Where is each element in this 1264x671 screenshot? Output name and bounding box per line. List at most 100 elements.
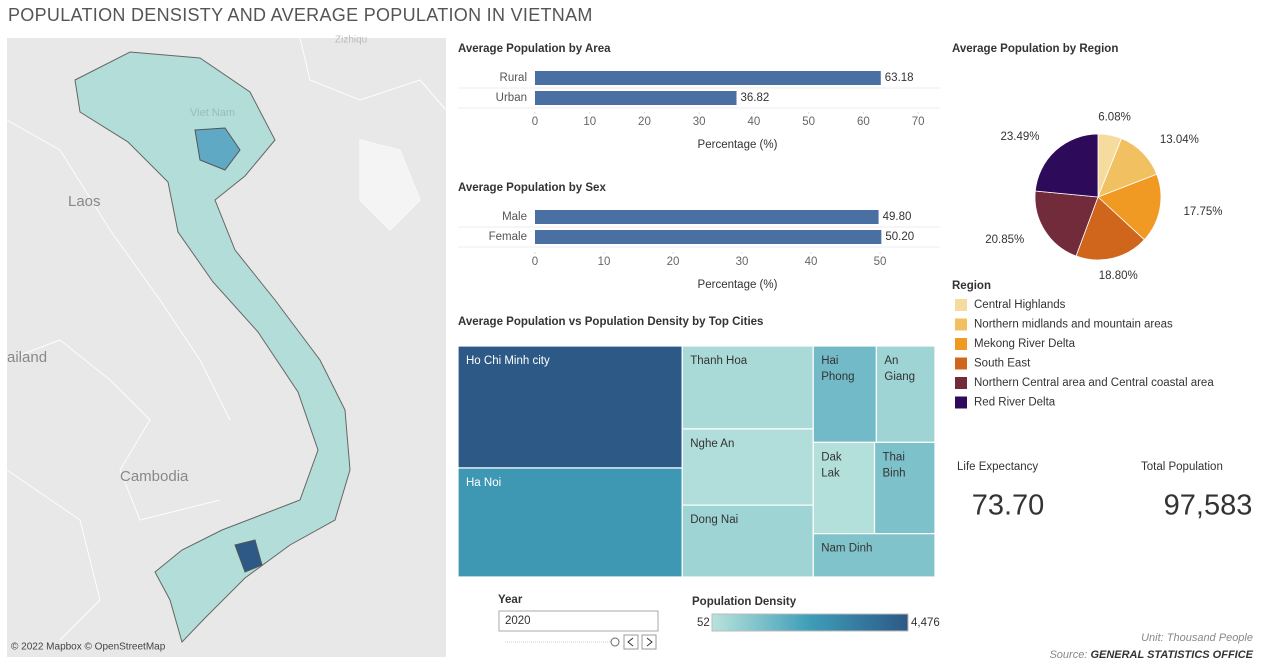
map-label: ailand bbox=[7, 349, 47, 366]
hcmc-region bbox=[234, 539, 263, 573]
legend-label: Central Highlands bbox=[974, 299, 1066, 311]
x-tick-label: 20 bbox=[638, 116, 651, 128]
prev-button[interactable] bbox=[623, 634, 639, 650]
legend-label: Red River Delta bbox=[974, 397, 1056, 409]
x-tick-label: 60 bbox=[857, 116, 870, 128]
cell-label: Nam Dinh bbox=[821, 543, 872, 555]
legend-label: Mekong River Delta bbox=[974, 338, 1076, 350]
year-dropdown[interactable] bbox=[498, 610, 659, 632]
legend-swatch bbox=[955, 338, 967, 350]
cell-label: Ha Noi bbox=[466, 477, 501, 489]
x-tick-label: 30 bbox=[736, 256, 749, 268]
legend-min: 52 bbox=[697, 617, 710, 629]
map-attribution: © 2022 Mapbox © OpenStreetMap bbox=[11, 642, 166, 653]
cell-label: An Giang bbox=[884, 355, 915, 383]
map-label: Viet Nam bbox=[190, 107, 235, 119]
value-label: 50.20 bbox=[885, 231, 914, 243]
legend-swatch bbox=[955, 396, 967, 409]
pie-slice bbox=[1075, 196, 1145, 261]
treemap-cell bbox=[875, 345, 936, 443]
category-label: Rural bbox=[500, 72, 527, 84]
cell-label: Hai Phong bbox=[821, 355, 854, 383]
treemap-cell bbox=[457, 345, 683, 469]
pie-slice bbox=[1034, 133, 1099, 198]
legend-max: 4,476 bbox=[911, 617, 940, 629]
year-value: 2020 bbox=[505, 615, 531, 627]
treemap-cell bbox=[812, 441, 876, 535]
value-label: 36.82 bbox=[741, 92, 770, 104]
x-tick-label: 0 bbox=[532, 256, 538, 268]
x-tick-label: 30 bbox=[693, 116, 706, 128]
legend-label: South East bbox=[974, 358, 1031, 370]
legend-swatch bbox=[955, 377, 967, 389]
bar bbox=[535, 91, 737, 105]
x-tick-label: 10 bbox=[583, 116, 596, 128]
treemap-cell bbox=[812, 533, 936, 578]
treemap-cell bbox=[681, 345, 814, 430]
cell-label: Nghe An bbox=[690, 438, 734, 450]
map-label: Cambodia bbox=[120, 468, 189, 485]
x-tick-label: 0 bbox=[532, 116, 538, 128]
chart-title: Average Population by Sex bbox=[458, 182, 606, 194]
legend-swatch bbox=[955, 299, 967, 311]
cell-label: Dong Nai bbox=[690, 514, 738, 526]
x-axis-label: Percentage (%) bbox=[698, 279, 778, 291]
chart-title: Average Population by Area bbox=[458, 43, 611, 55]
x-tick-label: 20 bbox=[667, 256, 680, 268]
slice-label: 17.75% bbox=[1183, 206, 1222, 218]
bar bbox=[535, 210, 879, 224]
unit-note: Unit: Thousand People bbox=[1141, 632, 1253, 644]
kpi-label: Life Expectancy bbox=[957, 461, 1038, 473]
source-name: GENERAL STATISTICS OFFICE bbox=[1090, 649, 1253, 661]
category-label: Male bbox=[502, 211, 527, 223]
source-note: Source: GENERAL STATISTICS OFFICE bbox=[1049, 649, 1253, 661]
map-borders bbox=[6, 37, 447, 641]
x-tick-label: 10 bbox=[598, 256, 611, 268]
bar bbox=[535, 71, 881, 85]
treemap-cell bbox=[873, 441, 936, 535]
slice-label: 6.08% bbox=[1098, 112, 1131, 124]
island bbox=[360, 140, 420, 230]
chart-title: Average Population by Region bbox=[952, 43, 1118, 55]
dashboard-title: POPULATION DENSISTY AND AVERAGE POPULATI… bbox=[8, 5, 593, 25]
cell-label: Dak Lak bbox=[821, 451, 842, 479]
x-axis-label: Percentage (%) bbox=[698, 139, 778, 151]
legend-title: Region bbox=[952, 280, 991, 292]
kpi-label: Total Population bbox=[1141, 461, 1223, 473]
next-icon bbox=[646, 637, 653, 647]
treemap-cell bbox=[681, 504, 814, 578]
map-label: Laos bbox=[68, 193, 101, 210]
cell-label: Thai Binh bbox=[883, 451, 906, 479]
legend-swatch bbox=[955, 357, 967, 370]
slice-label: 23.49% bbox=[1000, 131, 1039, 143]
kpi-value: 97,583 bbox=[1164, 490, 1253, 522]
bar bbox=[535, 230, 882, 244]
kpi-value: 73.70 bbox=[972, 490, 1045, 522]
value-label: 49.80 bbox=[883, 211, 912, 223]
cell-label: Thanh Hoa bbox=[690, 355, 748, 367]
x-tick-label: 40 bbox=[748, 116, 761, 128]
slice-label: 18.80% bbox=[1099, 270, 1138, 282]
legend-title: Population Density bbox=[692, 596, 797, 608]
x-tick-label: 50 bbox=[802, 116, 815, 128]
slice-label: 20.85% bbox=[985, 234, 1024, 246]
vietnam-shape bbox=[74, 51, 351, 643]
slider-handle[interactable] bbox=[610, 637, 620, 647]
value-label: 63.18 bbox=[885, 72, 914, 84]
chart-title: Average Population vs Population Density… bbox=[458, 316, 763, 328]
category-label: Urban bbox=[496, 92, 527, 104]
pie-slice bbox=[1097, 173, 1162, 241]
cell-label: Ho Chi Minh city bbox=[466, 355, 550, 367]
next-button[interactable] bbox=[641, 634, 657, 650]
filter-label: Year bbox=[498, 594, 523, 606]
x-tick-label: 40 bbox=[805, 256, 818, 268]
x-tick-label: 50 bbox=[874, 256, 887, 268]
density-gradient bbox=[711, 613, 909, 632]
prev-icon bbox=[627, 637, 634, 647]
slice-label: 13.04% bbox=[1160, 134, 1199, 146]
hanoi-region bbox=[194, 127, 241, 171]
treemap-cell bbox=[457, 467, 683, 578]
legend-label: Northern midlands and mountain areas bbox=[974, 319, 1173, 331]
